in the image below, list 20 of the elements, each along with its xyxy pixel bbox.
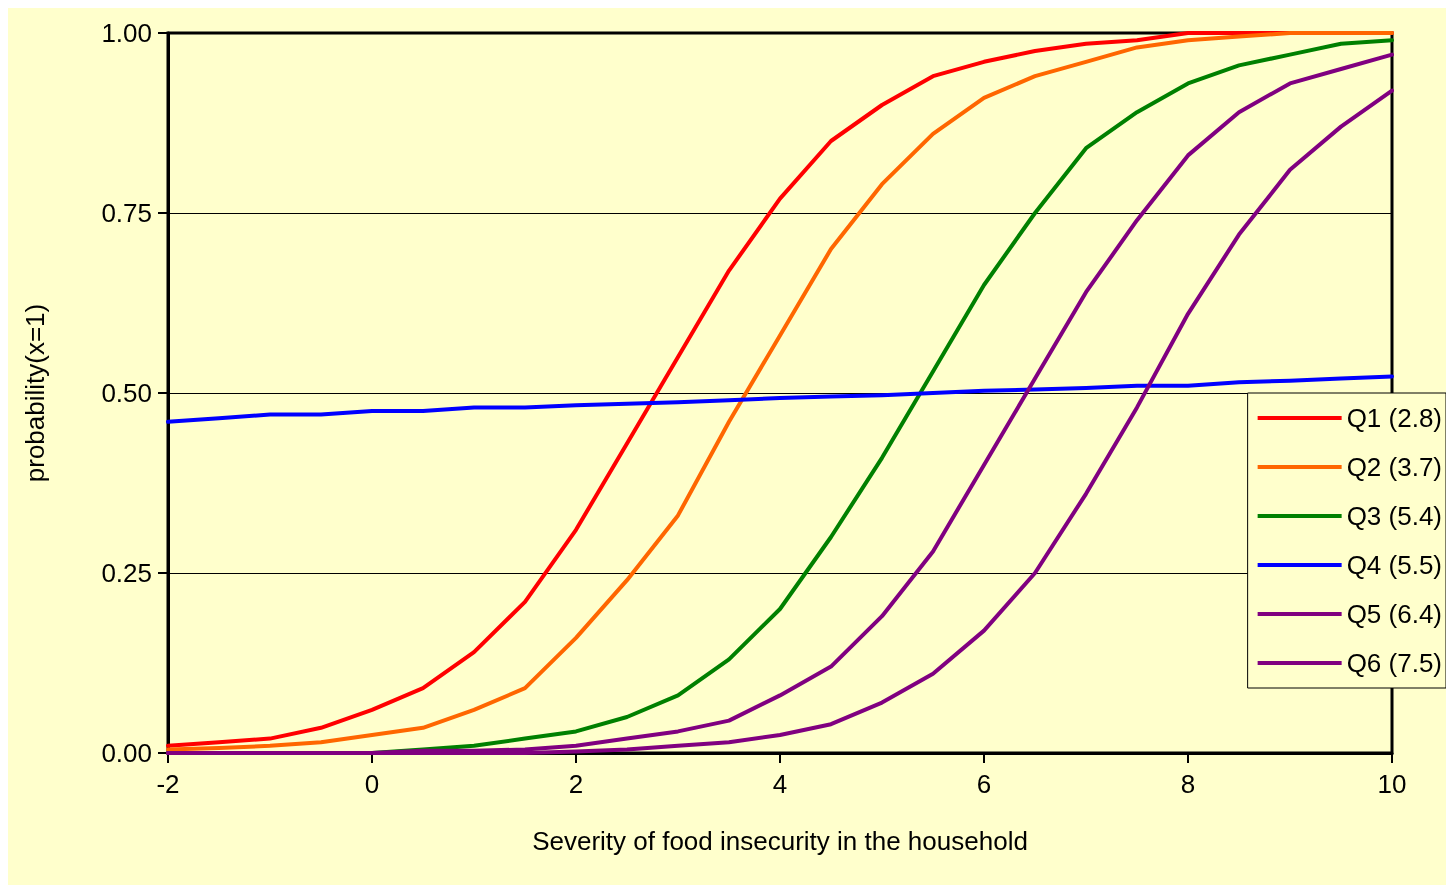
x-tick-label: 8 xyxy=(1180,769,1196,799)
x-tick-label: 4 xyxy=(772,769,788,799)
x-tick-label: 2 xyxy=(568,769,584,799)
y-tick-label: 0.50 xyxy=(101,378,152,408)
legend-label: Q4 (5.5) xyxy=(1346,550,1443,580)
y-axis-title: probability(x=1) xyxy=(20,303,50,483)
x-tick-label: 0 xyxy=(364,769,380,799)
x-tick-label: 6 xyxy=(976,769,992,799)
y-tick-label: 0.75 xyxy=(101,198,152,228)
y-tick-label: 1.00 xyxy=(101,18,152,48)
legend-label: Q2 (3.7) xyxy=(1346,452,1443,482)
legend-label: Q1 (2.8) xyxy=(1346,403,1443,433)
x-tick-label: 10 xyxy=(1377,769,1407,799)
legend-label: Q5 (6.4) xyxy=(1346,599,1443,629)
legend-label: Q6 (7.5) xyxy=(1346,648,1443,678)
y-tick-label: 0.00 xyxy=(101,738,152,768)
x-axis-title: Severity of food insecurity in the household xyxy=(532,826,1028,856)
legend-label: Q3 (5.4) xyxy=(1346,501,1443,531)
x-tick-label: -2 xyxy=(156,769,180,799)
y-tick-label: 0.25 xyxy=(101,558,152,588)
